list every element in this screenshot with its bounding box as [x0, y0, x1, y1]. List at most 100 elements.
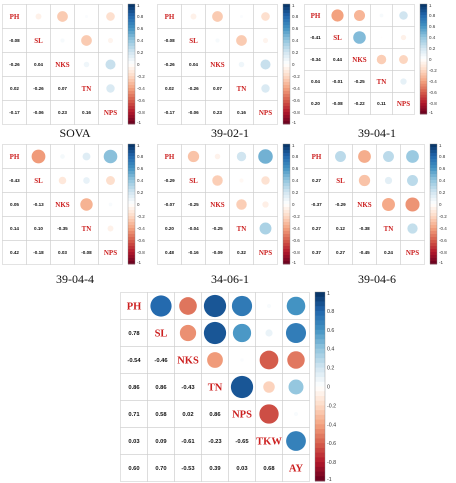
colorbar-segment: [128, 46, 135, 50]
colorbar-tick-label: -0.6: [292, 238, 300, 243]
colorbar-segment: [128, 237, 135, 241]
colorbar-segment: [128, 43, 135, 47]
correlation-value: 0.23: [213, 110, 222, 115]
colorbar-segment: [283, 249, 290, 253]
colorbar-tick-label: 0: [292, 62, 295, 67]
colorbar-segment: [128, 162, 135, 166]
colorbar-tick-label: 0.8: [439, 154, 446, 159]
corrplot-panel-39-04-4: PH -0.43 SL 0.05 -0.13 NKS 0.14 0.10 -0.35 TN 0.42…: [2, 143, 153, 266]
correlation-circle: [85, 15, 88, 18]
colorbar-segment: [283, 40, 290, 44]
colorbar-segment: [283, 252, 290, 256]
colorbar-segment: [128, 240, 135, 244]
colorbar-segment: [283, 147, 290, 151]
colorbar-tick-label: 0.6: [137, 166, 144, 171]
colorbar-segment: [420, 75, 427, 79]
colorbar-tick-label: -0.4: [429, 79, 437, 84]
colorbar-segment: [128, 67, 135, 71]
colorbar-segment: [128, 31, 135, 35]
colorbar-segment: [283, 82, 290, 86]
colorbar-segment: [430, 198, 437, 202]
correlation-value: 0.11: [377, 101, 386, 106]
variable-label: PH: [311, 12, 321, 20]
variable-label: SL: [336, 177, 345, 185]
colorbar-tick-label: 0.4: [137, 38, 144, 43]
correlation-circle: [240, 358, 244, 362]
correlation-circle: [239, 178, 244, 183]
colorbar-tick-label: 0: [137, 62, 140, 67]
grid-cell: [157, 216, 182, 241]
correlation-value: -0.04: [188, 226, 199, 231]
correlation-circle: [358, 174, 371, 187]
correlation-circle: [262, 37, 269, 44]
correlation-circle: [236, 35, 247, 46]
colorbar-segment: [420, 103, 427, 107]
colorbar-tick-label: 0.2: [429, 46, 436, 51]
correlation-circle: [261, 84, 270, 93]
correlation-value: -0.38: [359, 226, 370, 231]
grid-cell: [229, 76, 254, 101]
grid-cell: [328, 240, 353, 265]
colorbar-segment: [283, 64, 290, 68]
correlation-value: -0.45: [359, 250, 370, 255]
correlation-circle: [379, 13, 384, 18]
colorbar-segment: [283, 177, 290, 181]
colorbar-segment: [283, 183, 290, 187]
variable-label: NKS: [55, 61, 70, 69]
grid-cell: [50, 76, 75, 101]
colorbar-segment: [283, 112, 290, 116]
colorbar-tick-label: 0.4: [137, 178, 144, 183]
grid-cell: [74, 52, 99, 77]
colorbar-tick-label: -0.6: [327, 441, 336, 447]
colorbar-segment: [128, 88, 135, 92]
grid-cell: [50, 216, 75, 241]
colorbar-segment: [283, 261, 290, 265]
grid-cell: [2, 4, 27, 29]
colorbar-segment: [283, 162, 290, 166]
variable-label: TN: [377, 78, 387, 86]
colorbar-tick-label: -0.8: [439, 250, 447, 255]
colorbar-segment: [283, 240, 290, 244]
colorbar-segment: [128, 234, 135, 238]
colorbar-segment: [128, 150, 135, 154]
colorbar-segment: [128, 228, 135, 232]
grid-cell: [147, 373, 175, 401]
correlation-circle: [58, 176, 67, 185]
colorbar-segment: [128, 165, 135, 169]
colorbar-segment: [420, 86, 427, 90]
grid-cell: [205, 76, 230, 101]
colorbar-segment: [283, 76, 290, 80]
correlation-value: 0.37: [312, 250, 321, 255]
colorbar-segment: [430, 219, 437, 223]
colorbar-segment: [283, 198, 290, 202]
colorbar-segment: [430, 153, 437, 157]
correlation-circle: [382, 198, 395, 211]
colorbar-tick-label: -0.6: [137, 98, 145, 103]
variable-label: PH: [10, 153, 20, 161]
colorbar-segment: [315, 405, 325, 411]
grid-cell: [174, 346, 202, 374]
correlation-circle: [82, 152, 91, 161]
grid-cell: [328, 192, 353, 217]
correlation-value: -0.29: [164, 178, 175, 183]
colorbar-segment: [128, 174, 135, 178]
grid-cell: [181, 76, 206, 101]
colorbar-segment: [128, 7, 135, 11]
colorbar-segment: [420, 61, 427, 65]
colorbar-tick-label: 0.4: [429, 35, 436, 40]
grid-cell: [304, 240, 329, 265]
colorbar-segment: [430, 165, 437, 169]
grid-cell: [147, 400, 175, 428]
correlation-value: 0.12: [336, 226, 345, 231]
correlation-circle: [103, 149, 118, 164]
colorbar-tick-label: -1: [292, 120, 296, 125]
colorbar-segment: [128, 28, 135, 32]
grid-cell: [205, 192, 230, 217]
correlation-value: -0.09: [212, 250, 223, 255]
colorbar-segment: [128, 82, 135, 86]
colorbar-segment: [128, 19, 135, 23]
grid-cell: [26, 192, 51, 217]
correlation-value: 0.58: [155, 412, 167, 418]
correlation-value: -0.26: [164, 62, 175, 67]
colorbar-segment: [128, 168, 135, 172]
